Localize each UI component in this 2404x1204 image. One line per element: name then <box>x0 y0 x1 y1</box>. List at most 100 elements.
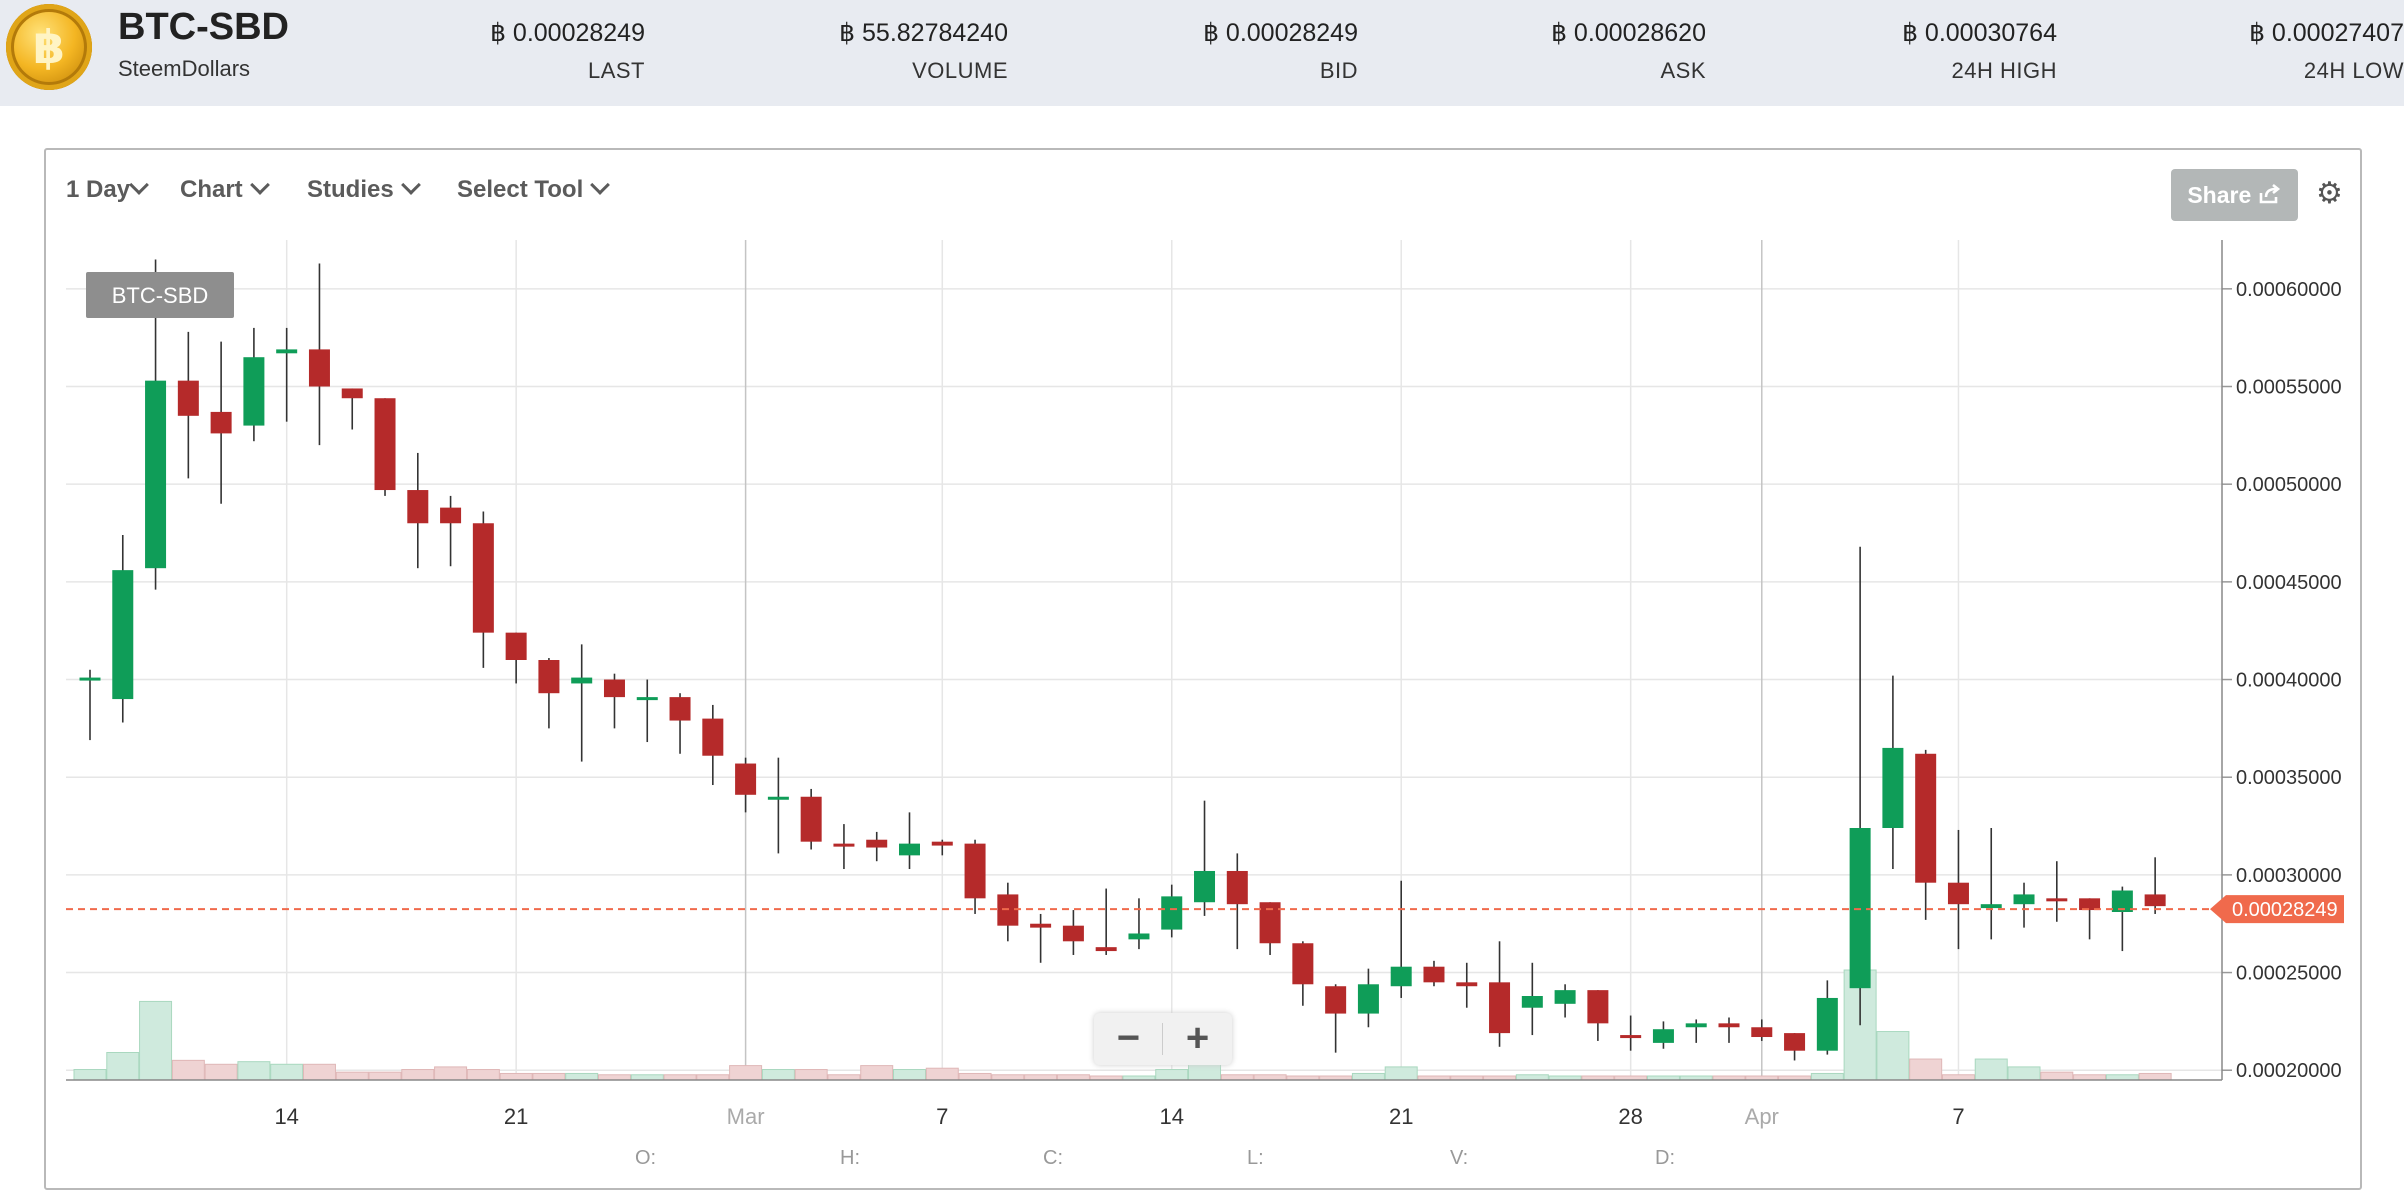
candle-body[interactable] <box>79 677 101 681</box>
volume-bar <box>302 1063 336 1081</box>
volume-bar <box>729 1065 763 1081</box>
candle-body[interactable] <box>1915 753 1937 883</box>
chart-type-label: Chart <box>180 176 243 203</box>
volume-bar <box>663 1074 697 1081</box>
candle-body[interactable] <box>1554 990 1576 1004</box>
candle-body[interactable] <box>2111 890 2133 912</box>
zoom-out-button[interactable]: − <box>1116 1016 1141 1060</box>
candle-body[interactable] <box>440 507 462 524</box>
series-label: BTC-SBD <box>112 283 209 308</box>
candle-body[interactable] <box>1030 923 1052 928</box>
candle-body[interactable] <box>243 357 265 426</box>
studies-dropdown[interactable]: Studies <box>307 175 421 204</box>
studies-label: Studies <box>307 176 394 203</box>
candle-body[interactable] <box>603 679 625 698</box>
candle-body[interactable] <box>833 843 855 847</box>
candle-body[interactable] <box>1325 986 1347 1014</box>
volume-bar <box>630 1074 664 1081</box>
candle-body[interactable] <box>964 843 986 899</box>
volume-bar <box>925 1067 959 1081</box>
chart-type-dropdown[interactable]: Chart <box>180 175 270 204</box>
candle-body[interactable] <box>1062 925 1084 942</box>
volume-bar <box>2138 1072 2172 1081</box>
candle-body[interactable] <box>538 660 560 694</box>
stat-24h-high: ฿ 0.00030764 24H HIGH <box>1797 18 2057 84</box>
candle-body[interactable] <box>1587 990 1609 1024</box>
candle-body[interactable] <box>1882 747 1904 828</box>
candle-body[interactable] <box>177 380 199 416</box>
candle-body[interactable] <box>1357 984 1379 1014</box>
candle-body[interactable] <box>1620 1035 1642 1039</box>
candle-body[interactable] <box>1816 997 1838 1051</box>
candle-body[interactable] <box>1390 966 1412 987</box>
candle-body[interactable] <box>800 796 822 842</box>
x-axis-tick-label: Mar <box>727 1104 765 1129</box>
gear-icon: ⚙ <box>2316 177 2343 210</box>
x-axis-tick-label: 28 <box>1618 1104 1642 1129</box>
volume-bar <box>237 1061 271 1081</box>
candle-body[interactable] <box>1521 996 1543 1008</box>
y-axis-tick-label: 0.00025000 <box>2236 963 2342 985</box>
select-tool-dropdown[interactable]: Select Tool <box>457 175 611 204</box>
volume-bar <box>1974 1058 2008 1081</box>
candle-body[interactable] <box>374 398 396 491</box>
candle-body[interactable] <box>702 718 724 756</box>
candle-body[interactable] <box>1489 982 1511 1034</box>
candle-body[interactable] <box>2144 894 2166 907</box>
candle-body[interactable] <box>1980 904 2002 909</box>
candle-body[interactable] <box>1194 870 1216 903</box>
candle-body[interactable] <box>931 841 953 846</box>
candle-body[interactable] <box>767 796 789 800</box>
candle-body[interactable] <box>866 839 888 848</box>
zoom-in-button[interactable]: + <box>1185 1016 1210 1060</box>
candle-body[interactable] <box>210 411 232 434</box>
market-currency-name: SteemDollars <box>118 56 251 81</box>
candle-body[interactable] <box>1947 882 1969 905</box>
candle-body[interactable] <box>1128 933 1150 940</box>
candle-body[interactable] <box>505 632 527 660</box>
candle-body[interactable] <box>1652 1029 1674 1043</box>
candle-body[interactable] <box>1423 966 1445 983</box>
chart-axes: 0.00020000 0.00025000 0.00030000 0.00035000… <box>66 240 2342 1129</box>
candle-body[interactable] <box>1095 947 1117 952</box>
candle-body[interactable] <box>2013 894 2035 905</box>
candle-body[interactable] <box>145 380 167 569</box>
chart-overlay: 0.00028249 BTC-SBD O: H: C: L: V: D: <box>66 272 2344 1169</box>
candle-body[interactable] <box>1784 1033 1806 1051</box>
candle-body[interactable] <box>636 697 658 701</box>
settings-button[interactable]: ⚙ <box>2316 176 2343 211</box>
volume-bar <box>466 1069 500 1081</box>
stat-24h-high-label: 24H HIGH <box>1951 58 2057 83</box>
candle-body[interactable] <box>1751 1027 1773 1038</box>
volume-bar <box>794 1069 828 1081</box>
candle-body[interactable] <box>1718 1023 1740 1028</box>
candle-body[interactable] <box>1259 902 1281 944</box>
candle-body[interactable] <box>112 570 134 700</box>
candle-body[interactable] <box>341 388 363 399</box>
candle-body[interactable] <box>407 490 429 524</box>
candle-body[interactable] <box>472 523 494 633</box>
ohlc-legend-label: V: <box>1450 1147 1468 1169</box>
candle-body[interactable] <box>1685 1023 1707 1028</box>
candle-body[interactable] <box>899 843 920 856</box>
volume-bar <box>499 1072 533 1081</box>
y-axis-tick-label: 0.00040000 <box>2236 670 2342 692</box>
candle-body[interactable] <box>276 349 298 354</box>
candle-body[interactable] <box>1456 982 1478 987</box>
share-button[interactable]: Share <box>2171 169 2298 221</box>
candle-body[interactable] <box>669 697 691 721</box>
candle-body[interactable] <box>1226 870 1248 905</box>
candle-body[interactable] <box>1161 896 1183 930</box>
chart-grid <box>66 240 2222 1080</box>
candle-body[interactable] <box>2079 898 2101 911</box>
series-label-box <box>86 272 234 318</box>
candle-body[interactable] <box>2046 898 2068 902</box>
period-dropdown[interactable]: 1 Day <box>66 175 149 204</box>
candle-body[interactable] <box>571 677 593 684</box>
candle-body[interactable] <box>735 763 757 795</box>
candle-body[interactable] <box>1292 943 1314 985</box>
candle-body[interactable] <box>308 349 330 387</box>
stat-24h-high-value: ฿ 0.00030764 <box>1902 19 2057 47</box>
ohlc-legend-label: H: <box>840 1147 860 1169</box>
